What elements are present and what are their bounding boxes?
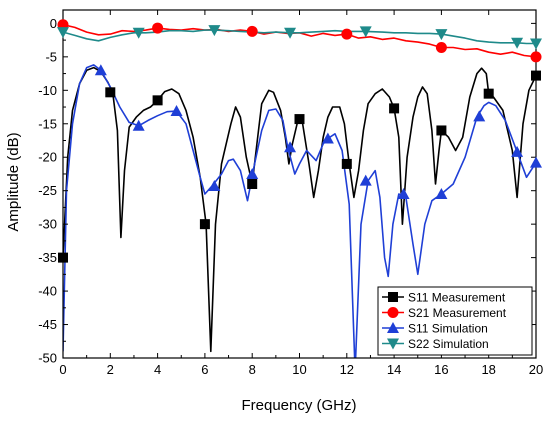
marker-s22-simulation bbox=[530, 38, 542, 50]
marker-s22-simulation bbox=[284, 27, 297, 39]
legend-label-s11-simulation: S11 Simulation bbox=[408, 322, 488, 336]
marker-s11-measurement bbox=[199, 219, 210, 230]
marker-s21-measurement bbox=[435, 41, 447, 53]
x-tick-label: 4 bbox=[154, 362, 161, 377]
marker-s11-simulation bbox=[132, 119, 145, 131]
marker-s22-simulation bbox=[511, 37, 524, 49]
y-tick-label: -15 bbox=[38, 116, 57, 131]
x-axis-title: Frequency (GHz) bbox=[241, 397, 356, 414]
marker-s11-simulation bbox=[321, 132, 334, 144]
marker-s22-simulation bbox=[359, 26, 372, 38]
legend-label-s11-measurement: S11 Measurement bbox=[408, 291, 506, 305]
marker-s11-measurement bbox=[152, 95, 163, 106]
series-line-s22-simulation bbox=[63, 29, 536, 45]
y-tick-label: -10 bbox=[38, 83, 57, 98]
x-tick-label: 18 bbox=[481, 362, 495, 377]
marker-s11-simulation bbox=[246, 167, 259, 179]
marker-s21-measurement bbox=[246, 25, 258, 37]
y-tick-label: -50 bbox=[38, 351, 57, 366]
x-tick-label: 0 bbox=[59, 362, 66, 377]
marker-s22-simulation bbox=[435, 29, 448, 41]
y-tick-label: -35 bbox=[38, 250, 57, 265]
legend-marker-s11-simulation bbox=[387, 322, 399, 333]
marker-s21-measurement bbox=[341, 28, 353, 40]
marker-s11-measurement bbox=[294, 114, 305, 125]
x-tick-label: 14 bbox=[387, 362, 401, 377]
marker-s11-measurement bbox=[483, 88, 494, 99]
series-line-s11-simulation bbox=[63, 64, 536, 358]
marker-s11-simulation bbox=[170, 105, 183, 117]
marker-s22-simulation bbox=[57, 27, 69, 39]
x-tick-label: 12 bbox=[340, 362, 354, 377]
y-tick-label: -30 bbox=[38, 217, 57, 232]
y-tick-label: -5 bbox=[45, 49, 57, 64]
marker-s11-measurement bbox=[436, 125, 447, 136]
legend-marker-s21-measurement bbox=[387, 307, 399, 318]
axes-layer: 0 2 4 6 8 10 12 14 16 18 20 0 -5 -10 -15 -20 -25 -30 -35 -4… bbox=[38, 9, 543, 377]
x-tick-label: 20 bbox=[529, 362, 543, 377]
y-tick-label: -25 bbox=[38, 183, 57, 198]
marker-s11-simulation bbox=[473, 110, 486, 122]
marker-s11-measurement bbox=[247, 179, 258, 189]
marker-s11-simulation bbox=[435, 188, 448, 200]
marker-s11-measurement bbox=[341, 158, 352, 169]
marker-s11-measurement bbox=[389, 103, 400, 114]
marker-s22-simulation bbox=[132, 27, 145, 39]
marker-s11-simulation bbox=[208, 180, 221, 192]
legend-label-s22-simulation: S22 Simulation bbox=[408, 337, 489, 351]
marker-s21-measurement bbox=[530, 51, 542, 63]
y-tick-label: -20 bbox=[38, 150, 57, 165]
marker-s11-simulation bbox=[284, 141, 297, 153]
legend-label-s21-measurement: S21 Measurement bbox=[408, 306, 507, 320]
y-axis-title: Amplitude (dB) bbox=[5, 132, 22, 231]
x-tick-label: 10 bbox=[292, 362, 306, 377]
marker-s11-measurement bbox=[58, 252, 68, 263]
marker-s11-measurement bbox=[105, 87, 116, 98]
marker-s11-simulation bbox=[94, 64, 107, 76]
x-tick-label: 8 bbox=[249, 362, 256, 377]
marker-s11-simulation bbox=[359, 174, 372, 186]
series-line-s11-measurement bbox=[63, 66, 536, 353]
y-tick-label: -40 bbox=[38, 284, 57, 299]
marker-s11-simulation bbox=[530, 156, 542, 168]
marker-s22-simulation bbox=[208, 25, 221, 37]
y-tick-label: 0 bbox=[50, 16, 57, 31]
marker-s21-measurement bbox=[152, 22, 164, 34]
x-tick-label: 16 bbox=[434, 362, 448, 377]
legend-marker-s11-measurement bbox=[388, 292, 398, 302]
marker-s11-simulation bbox=[511, 145, 524, 157]
marker-s11-simulation bbox=[397, 188, 410, 200]
x-tick-label: 2 bbox=[107, 362, 114, 377]
marker-s11-measurement bbox=[531, 70, 541, 81]
x-tick-label: 6 bbox=[201, 362, 208, 377]
y-tick-label: -45 bbox=[38, 317, 57, 332]
legend-marker-s22-simulation bbox=[387, 338, 399, 350]
